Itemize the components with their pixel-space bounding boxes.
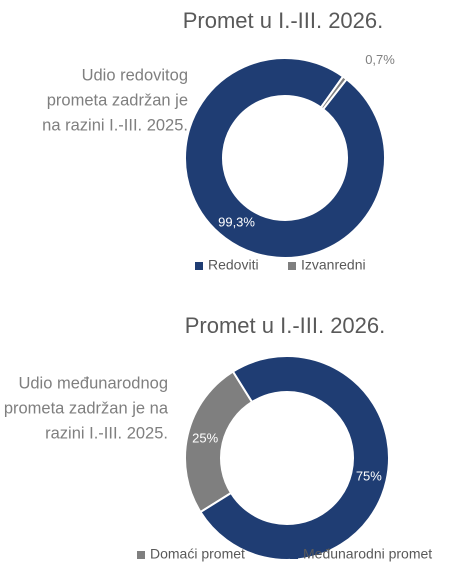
- donut-slice: [319, 75, 348, 111]
- annotation: razini I.-III. 2025.: [45, 424, 168, 442]
- donut-slice: [199, 355, 390, 561]
- legend-swatch: [137, 551, 145, 559]
- legend-swatch: [288, 262, 296, 270]
- annotation: Udio međunarodnog: [18, 374, 168, 392]
- legend-swatch: [290, 551, 298, 559]
- annotation: prometa zadržan je na: [4, 399, 169, 417]
- chart-title: Promet u I.-III. 2026.: [183, 8, 384, 33]
- legend-label: Izvanredni: [301, 257, 366, 273]
- data-label: 99,3%: [218, 214, 255, 229]
- data-label: 25%: [192, 431, 218, 446]
- legend-swatch: [195, 262, 203, 270]
- legend-label: Međunarodni promet: [303, 546, 432, 562]
- chart-title: Promet u I.-III. 2026.: [185, 313, 386, 338]
- legend-label: Domaći promet: [150, 546, 245, 562]
- annotation: prometa zadržan je: [47, 91, 188, 109]
- data-label: 0,7%: [365, 52, 395, 67]
- data-label: 75%: [356, 468, 382, 483]
- donut-slice: [184, 57, 386, 259]
- annotation: Udio redovitog: [82, 66, 188, 84]
- legend-label: Redoviti: [208, 257, 259, 273]
- annotation: na razini I.-III. 2025.: [42, 116, 188, 134]
